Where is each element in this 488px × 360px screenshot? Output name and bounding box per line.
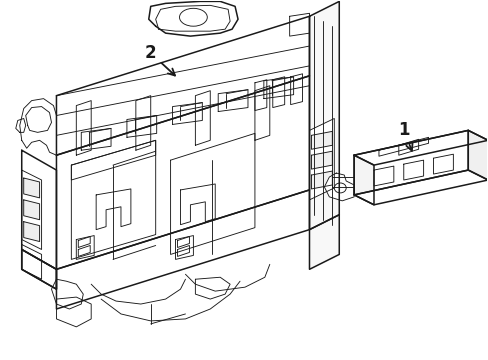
Polygon shape (76, 100, 91, 155)
Polygon shape (127, 116, 156, 137)
Polygon shape (290, 74, 302, 105)
Polygon shape (96, 189, 131, 230)
Polygon shape (264, 77, 293, 99)
Polygon shape (254, 80, 266, 111)
Polygon shape (21, 249, 56, 289)
Polygon shape (311, 131, 332, 149)
Polygon shape (21, 244, 41, 279)
Polygon shape (353, 155, 373, 205)
Polygon shape (56, 16, 309, 155)
Polygon shape (81, 129, 111, 150)
Polygon shape (175, 235, 193, 260)
Polygon shape (76, 235, 94, 260)
Polygon shape (311, 171, 332, 189)
Polygon shape (71, 140, 155, 180)
Polygon shape (177, 237, 189, 247)
Text: 2: 2 (144, 44, 175, 76)
Polygon shape (155, 5, 230, 31)
Polygon shape (26, 107, 51, 132)
Polygon shape (21, 249, 56, 289)
Polygon shape (398, 139, 418, 155)
Polygon shape (172, 103, 202, 125)
Polygon shape (24, 222, 40, 242)
Polygon shape (51, 279, 83, 309)
Polygon shape (24, 200, 40, 220)
Polygon shape (78, 246, 90, 256)
Polygon shape (180, 184, 215, 225)
Polygon shape (311, 151, 332, 169)
Polygon shape (289, 13, 309, 36)
Polygon shape (21, 150, 56, 269)
Polygon shape (78, 237, 90, 247)
Polygon shape (195, 277, 230, 299)
Polygon shape (332, 177, 353, 187)
Polygon shape (195, 91, 210, 145)
Polygon shape (403, 160, 423, 180)
Polygon shape (56, 190, 309, 309)
Polygon shape (20, 99, 56, 155)
Polygon shape (353, 170, 487, 205)
Polygon shape (353, 130, 468, 195)
Polygon shape (24, 178, 40, 198)
Polygon shape (254, 86, 269, 140)
Polygon shape (373, 166, 393, 186)
Polygon shape (177, 246, 189, 256)
Polygon shape (378, 137, 427, 156)
Polygon shape (218, 90, 247, 112)
Polygon shape (309, 1, 339, 230)
Polygon shape (170, 133, 254, 255)
Polygon shape (468, 130, 487, 180)
Polygon shape (272, 77, 284, 108)
Polygon shape (71, 140, 155, 260)
Polygon shape (433, 154, 452, 174)
Polygon shape (309, 215, 339, 269)
Polygon shape (56, 76, 309, 269)
Polygon shape (16, 118, 26, 132)
Polygon shape (56, 297, 91, 327)
Polygon shape (136, 96, 150, 150)
Polygon shape (21, 170, 41, 249)
Polygon shape (324, 173, 353, 201)
Polygon shape (353, 130, 487, 165)
Polygon shape (148, 1, 238, 36)
Text: 1: 1 (397, 121, 412, 151)
Polygon shape (309, 118, 334, 200)
